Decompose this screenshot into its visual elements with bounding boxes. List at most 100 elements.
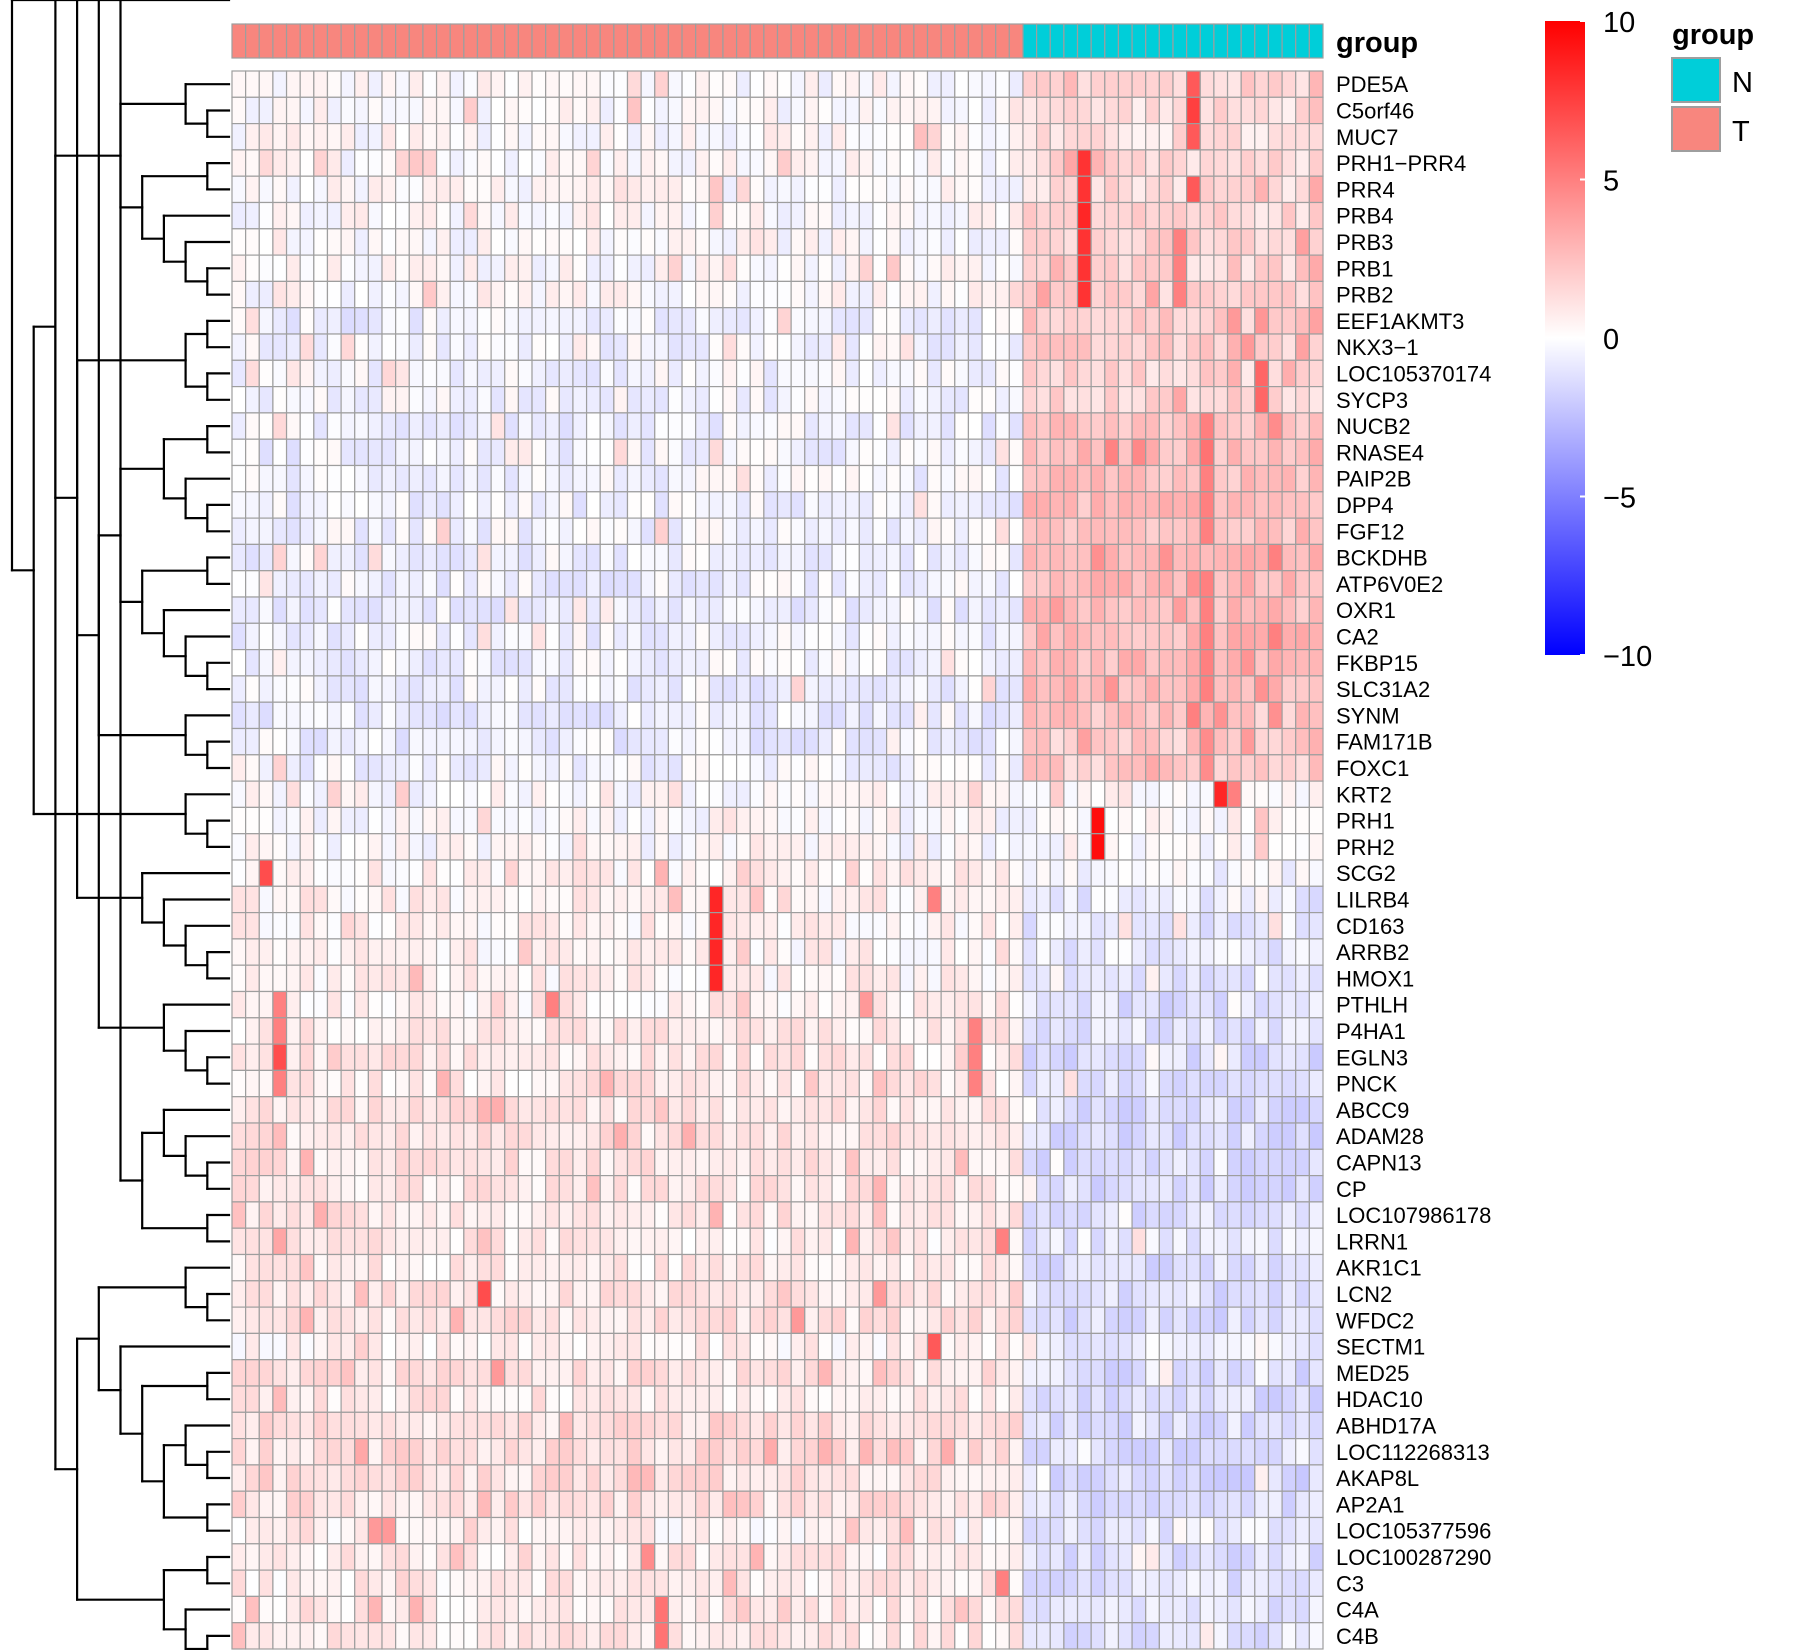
heatmap-cell: [1254, 806, 1270, 835]
heatmap-cell: [531, 1437, 547, 1466]
heatmap-cell: [640, 1359, 656, 1387]
heatmap-cell: [272, 648, 288, 677]
heatmap-cell: [1022, 1069, 1038, 1098]
heatmap-cell: [926, 280, 942, 309]
heatmap-cell: [545, 1543, 560, 1571]
heatmap-cell: [940, 701, 956, 730]
heatmap-cell: [1008, 254, 1024, 283]
heatmap-cell: [872, 122, 888, 151]
heatmap-cell: [1240, 1595, 1256, 1624]
heatmap-cell: [245, 1069, 260, 1098]
heatmap-cell: [1199, 1017, 1215, 1045]
heatmap-cell: [1186, 1069, 1201, 1098]
heatmap-cell: [1186, 254, 1201, 283]
heatmap-cell: [954, 596, 970, 624]
heatmap-cell: [1308, 359, 1324, 388]
heatmap-cell: [967, 648, 983, 677]
heatmap-cell: [558, 596, 574, 624]
heatmap-cell: [1267, 175, 1283, 204]
heatmap-cell: [790, 1148, 806, 1177]
heatmap-cell: [422, 1122, 438, 1150]
heatmap-cell: [367, 1543, 383, 1571]
heatmap-cell: [885, 333, 901, 361]
heatmap-cell: [1131, 964, 1147, 993]
heatmap-cell: [899, 1227, 915, 1256]
heatmap-cell: [872, 1437, 888, 1466]
heatmap-cell: [776, 412, 792, 440]
heatmap-cell: [1076, 201, 1092, 230]
heatmap-cell: [885, 1017, 901, 1045]
heatmap-cell: [899, 1069, 915, 1098]
annotation-cell: [299, 23, 315, 59]
heatmap-cell: [1158, 1543, 1174, 1571]
heatmap-cell: [1049, 754, 1065, 782]
heatmap-cell: [1226, 1280, 1242, 1308]
heatmap-cell: [817, 1411, 833, 1440]
heatmap-cell: [872, 543, 888, 572]
heatmap-cell: [449, 1437, 465, 1466]
heatmap-cell: [613, 938, 629, 966]
heatmap-cell: [381, 149, 397, 177]
heatmap-cell: [1131, 1122, 1147, 1150]
heatmap-cell: [913, 517, 929, 545]
heatmap-cell: [804, 596, 820, 624]
heatmap-cell: [1158, 1201, 1174, 1229]
heatmap-cell: [599, 885, 615, 914]
heatmap-cell: [1076, 70, 1092, 98]
heatmap-cell: [708, 990, 724, 1019]
heatmap-cell: [1090, 727, 1106, 756]
heatmap-cell: [1158, 780, 1174, 808]
heatmap-cell: [504, 254, 519, 283]
heatmap-cell: [408, 70, 424, 98]
heatmap-cell: [354, 1122, 369, 1150]
heatmap-cell: [804, 1096, 820, 1124]
heatmap-cell: [1022, 1437, 1038, 1466]
heatmap-cell: [1022, 1359, 1038, 1387]
heatmap-cell: [1008, 938, 1024, 966]
heatmap-cell: [776, 727, 792, 756]
heatmap-cell: [831, 1359, 847, 1387]
heatmap-cell: [722, 122, 738, 151]
heatmap-cell: [1281, 1411, 1297, 1440]
heatmap-cell: [1063, 1359, 1079, 1387]
heatmap-cell: [872, 1385, 888, 1413]
heatmap-cell: [913, 859, 929, 887]
heatmap-cell: [558, 1043, 574, 1071]
heatmap-cell: [299, 833, 315, 861]
heatmap-cell: [626, 570, 642, 598]
heatmap-cell: [1131, 1148, 1147, 1177]
heatmap-cell: [1104, 596, 1120, 624]
heatmap-cell: [763, 1359, 779, 1387]
heatmap-cell: [1281, 1464, 1297, 1492]
heatmap-cell: [340, 1516, 356, 1545]
heatmap-cell: [585, 1174, 601, 1203]
heatmap-cell: [763, 464, 779, 493]
heatmap-cell: [1117, 570, 1133, 598]
heatmap-cell: [1063, 859, 1079, 887]
heatmap-cell: [1022, 1017, 1038, 1045]
heatmap-cell: [1049, 1306, 1065, 1334]
heatmap-cell: [1063, 1253, 1079, 1282]
heatmap-cell: [763, 307, 779, 335]
heatmap-cell: [435, 1122, 451, 1150]
heatmap-cell: [1008, 1069, 1024, 1098]
heatmap-cell: [1158, 517, 1174, 545]
heatmap-cell: [1186, 1017, 1201, 1045]
heatmap-cell: [340, 1043, 356, 1071]
heatmap-cell: [1076, 1227, 1092, 1256]
heatmap-cell: [1104, 806, 1120, 835]
heatmap-cell: [599, 175, 615, 204]
heatmap-cell: [817, 438, 833, 467]
heatmap-cell: [940, 1069, 956, 1098]
heatmap-cell: [504, 1017, 519, 1045]
heatmap-cell: [299, 964, 315, 993]
heatmap-cell: [954, 964, 970, 993]
heatmap-cell: [695, 307, 710, 335]
heatmap-cell: [1008, 1516, 1024, 1545]
heatmap-cell: [722, 359, 738, 388]
heatmap-cell: [354, 833, 369, 861]
heatmap-cell: [476, 833, 492, 861]
heatmap-cell: [531, 780, 547, 808]
heatmap-cell: [449, 938, 465, 966]
heatmap-cell: [272, 1201, 288, 1229]
